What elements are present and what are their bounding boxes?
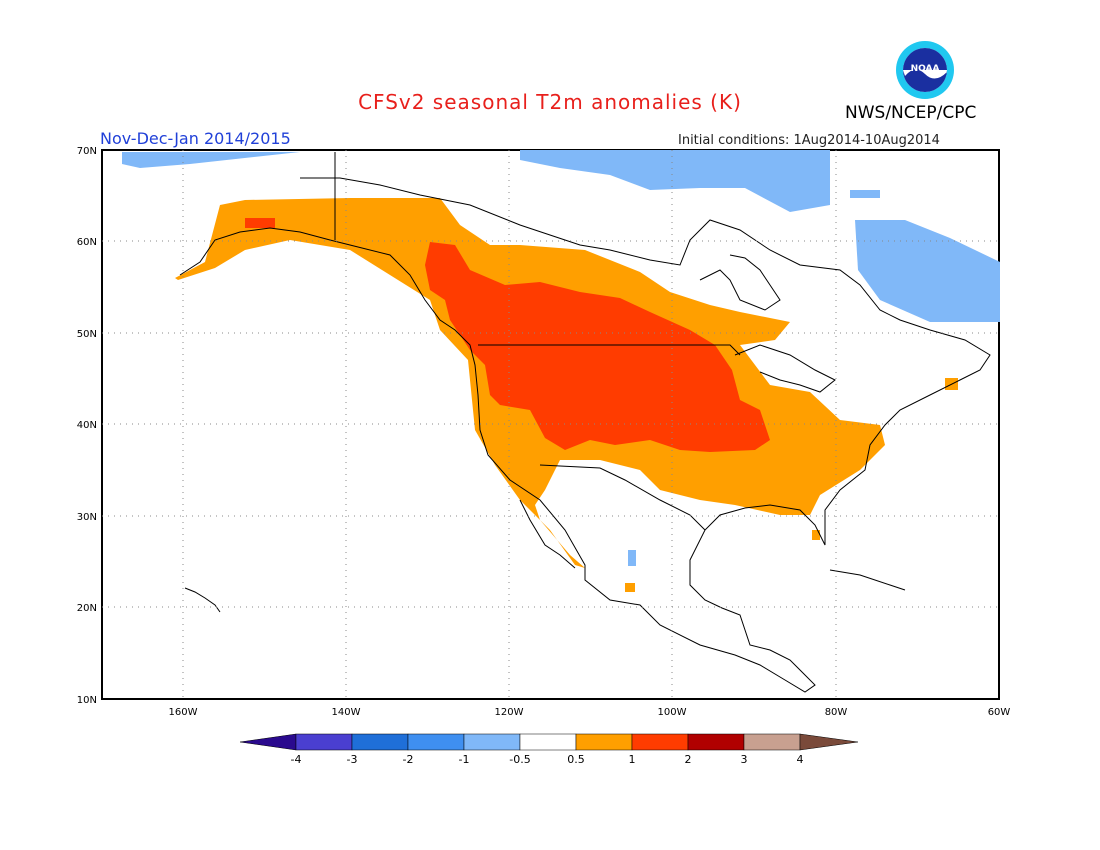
cool-anomaly-northwest (122, 152, 300, 168)
legend-label: -2 (403, 753, 414, 766)
initial-conditions: Initial conditions: 1Aug2014-10Aug2014 (678, 133, 940, 148)
legend-swatch (575, 733, 633, 751)
lat-label: 30N (77, 512, 97, 523)
noaa-logo: NOAA (896, 41, 954, 99)
longitude-labels: 160W 140W 120W 100W 80W 60W (169, 707, 1011, 718)
legend-label: 1 (629, 753, 636, 766)
forecast-period: Nov-Dec-Jan 2014/2015 (100, 129, 291, 148)
color-legend (239, 733, 859, 751)
border-us-mexico (539, 464, 706, 531)
anomaly-fields (122, 150, 1000, 592)
legend-label: -0.5 (509, 753, 530, 766)
great-lakes (734, 344, 836, 393)
warm-anomaly-florida (812, 530, 820, 540)
legend-swatch (407, 733, 465, 751)
lon-label: 60W (988, 707, 1011, 718)
lon-label: 160W (169, 707, 198, 718)
lon-label: 140W (332, 707, 361, 718)
coastline-north-america (179, 177, 991, 693)
lon-label: 100W (658, 707, 687, 718)
cool-anomaly-mexico (628, 550, 636, 566)
legend-swatch (687, 733, 745, 751)
strong-warm-anomaly-alaska (245, 218, 275, 228)
legend-swatch (519, 733, 577, 751)
lat-label: 10N (77, 695, 97, 706)
legend-label: -3 (347, 753, 358, 766)
legend-label: 3 (741, 753, 748, 766)
latitude-labels: 70N 60N 50N 40N 30N 20N 10N (77, 146, 97, 706)
lat-label: 50N (77, 329, 97, 340)
legend-swatch (799, 733, 859, 751)
legend-swatch (463, 733, 521, 751)
cool-anomaly-labrador (855, 220, 1000, 322)
lat-label: 70N (77, 146, 97, 157)
legend-label: -1 (459, 753, 470, 766)
lat-label: 20N (77, 603, 97, 614)
legend-swatch (239, 733, 297, 751)
lon-label: 80W (825, 707, 848, 718)
coastlines (179, 152, 991, 693)
legend-label: -4 (291, 753, 302, 766)
legend-label: 4 (797, 753, 804, 766)
map-title: CFSv2 seasonal T2m anomalies (K) (358, 90, 742, 114)
warm-anomaly-bits (625, 583, 635, 592)
border-us-canada (334, 152, 741, 356)
strong-warm-anomaly (425, 242, 770, 452)
coastline-hudson-bay (699, 254, 781, 311)
legend-label: 0.5 (567, 753, 585, 766)
legend-swatch (631, 733, 689, 751)
lon-label: 120W (495, 707, 524, 718)
lat-label: 40N (77, 420, 97, 431)
legend-label: 2 (685, 753, 692, 766)
legend-swatch (351, 733, 409, 751)
noaa-logo-text: NOAA (911, 64, 940, 74)
coastline-cuba (829, 569, 906, 591)
coastline-baja (519, 499, 576, 569)
lat-label: 60N (77, 237, 97, 248)
legend-swatch (295, 733, 353, 751)
cool-anomaly-greenland (850, 190, 880, 198)
legend-labels: -4 -3 -2 -1 -0.5 0.5 1 2 3 4 (291, 753, 804, 766)
cool-anomaly-arctic (520, 150, 830, 212)
legend-swatch (743, 733, 801, 751)
agency-label: NWS/NCEP/CPC (845, 103, 977, 123)
